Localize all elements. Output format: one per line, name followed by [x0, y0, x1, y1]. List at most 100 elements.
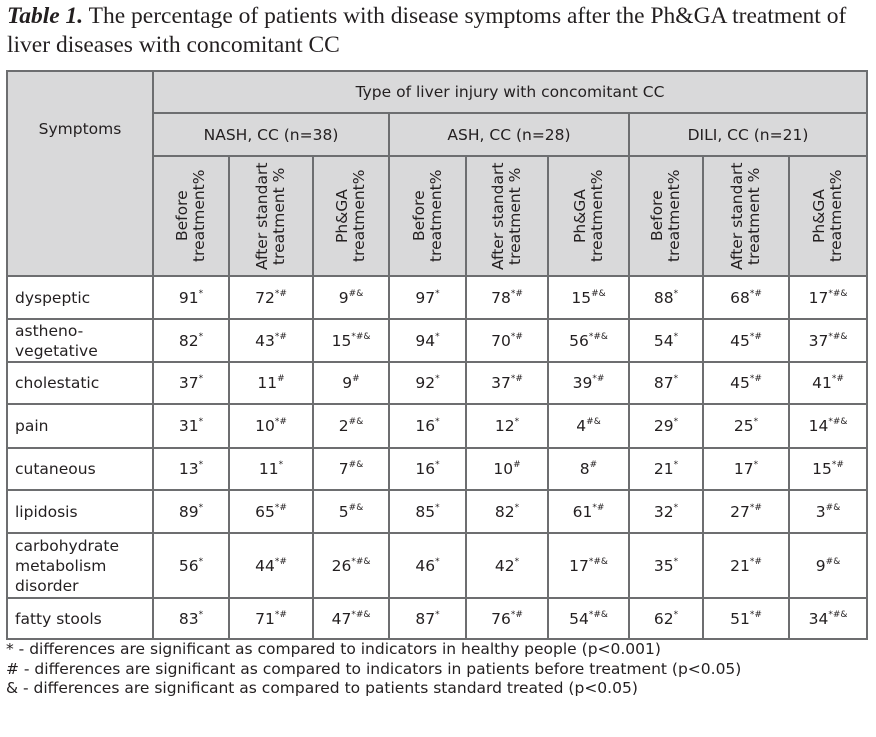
value-cell: 10#: [465, 447, 549, 491]
table-row: cholestatic 37* 11# 9# 92* 37*# 39*# 87* 45*# 41*…: [6, 361, 868, 405]
value: 45: [730, 374, 750, 392]
value-cell: 31*: [152, 403, 230, 449]
value: 10: [493, 460, 514, 478]
value-cell: 46*: [388, 532, 467, 599]
footnote-hash: # - differences are significant as compa…: [6, 659, 742, 678]
significance-marks: *#: [274, 502, 287, 513]
value-cell: 44*#: [228, 532, 314, 599]
significance-marks: #&: [591, 288, 606, 299]
value: 4: [576, 417, 587, 435]
value-cell: 25*: [702, 403, 790, 449]
value: 11: [258, 460, 279, 478]
value: 87: [415, 609, 436, 628]
symptom-name: fatty stools: [6, 597, 154, 640]
value: 92: [415, 374, 436, 392]
value-cell: 45*#: [702, 361, 790, 405]
significance-marks: *: [198, 374, 204, 384]
value-cell: 14*#&: [788, 403, 868, 449]
value-cell: 97*: [388, 275, 467, 320]
significance-marks: #&: [348, 460, 364, 470]
value: 12: [494, 417, 515, 435]
value: 14: [808, 417, 829, 435]
subcolumn-header: After standart treatment %: [489, 162, 524, 270]
value: 32: [653, 502, 674, 521]
value: 94: [415, 331, 436, 350]
significance-marks: *: [673, 609, 679, 620]
subcolumn-header: Before treatment%: [648, 169, 683, 263]
value-cell: 54*#&: [547, 597, 630, 640]
value: 89: [178, 502, 199, 521]
significance-marks: *: [435, 417, 440, 427]
significance-marks: *#&: [351, 609, 371, 620]
significance-marks: #: [589, 460, 598, 470]
value-cell: 27*#: [702, 489, 790, 534]
value: 25: [733, 417, 754, 435]
value-cell: 76*#: [465, 597, 549, 640]
significance-marks: *#&: [828, 331, 848, 342]
table-row: carbohydrate metabolism disorder 56* 44*# 2…: [6, 532, 868, 599]
value: 37: [491, 374, 511, 392]
significance-marks: *: [198, 331, 204, 342]
value: 56: [178, 556, 199, 575]
value: 16: [415, 417, 436, 435]
subcolumn-header: Ph&GA treatment%: [570, 169, 606, 263]
value-cell: 37*#: [465, 361, 549, 405]
value-cell: 17*#&: [547, 532, 630, 599]
value-cell: 71*#: [228, 597, 314, 640]
value: 13: [178, 460, 199, 478]
symptom-name: dyspeptic: [6, 275, 154, 320]
significance-marks: *#&: [588, 609, 608, 620]
value: 45: [730, 331, 750, 350]
significance-marks: *#&: [588, 556, 608, 567]
value-cell: 47*#&: [312, 597, 390, 640]
footnote-asterisk: * - differences are significant as compa…: [6, 640, 661, 658]
table-row: cutaneous 13* 11* 7#& 16* 10# 8# 21* 17* 15*#: [6, 447, 868, 491]
value: 17: [808, 288, 829, 307]
value-cell: 43*#: [228, 318, 314, 363]
table-row: astheno-vegetative 82* 43*# 15*#& 94* 70*# 56*…: [6, 318, 868, 363]
significance-marks: *#&: [828, 417, 848, 427]
value: 83: [178, 609, 199, 628]
value: 11: [257, 374, 278, 392]
significance-marks: *: [673, 460, 679, 470]
value-cell: 39*#: [547, 361, 630, 405]
value: 87: [653, 374, 674, 392]
significance-marks: *#: [510, 331, 523, 342]
value-cell: 87*: [388, 597, 467, 640]
value: 7: [338, 460, 349, 478]
significance-marks: *#: [831, 374, 844, 384]
symptom-name: cholestatic: [6, 361, 154, 405]
significance-marks: #&: [586, 417, 601, 427]
group-header: NASH, CC (n=38): [152, 112, 390, 157]
subcolumn-header-cell: Before treatment%: [152, 155, 230, 277]
value-cell: 4#&: [547, 403, 630, 449]
value-cell: 45*#: [702, 318, 790, 363]
value-cell: 92*: [388, 361, 467, 405]
value-cell: 61*#: [547, 489, 630, 534]
value: 9: [815, 556, 826, 575]
significance-marks: *: [435, 288, 440, 299]
significance-marks: *: [673, 556, 679, 567]
value: 82: [494, 502, 515, 521]
value-cell: 17*#&: [788, 275, 868, 320]
value-cell: 94*: [388, 318, 467, 363]
value-cell: 70*#: [465, 318, 549, 363]
value-cell: 35*: [628, 532, 704, 599]
value: 46: [415, 556, 436, 575]
value-cell: 5#&: [312, 489, 390, 534]
value: 56: [569, 331, 589, 350]
value: 2: [338, 417, 349, 435]
value: 3: [815, 502, 826, 521]
value-cell: 7#&: [312, 447, 390, 491]
value-cell: 15*#: [788, 447, 868, 491]
value: 8: [579, 460, 590, 478]
symptom-name: cutaneous: [6, 447, 154, 491]
table-title: The percentage of patients with disease …: [7, 3, 847, 58]
value-cell: 13*: [152, 447, 230, 491]
value: 47: [331, 609, 352, 628]
value-cell: 41*#: [788, 361, 868, 405]
significance-marks: *: [435, 331, 440, 342]
value: 70: [491, 331, 511, 350]
symptom-name: pain: [6, 403, 154, 449]
significance-marks: *: [673, 502, 679, 513]
